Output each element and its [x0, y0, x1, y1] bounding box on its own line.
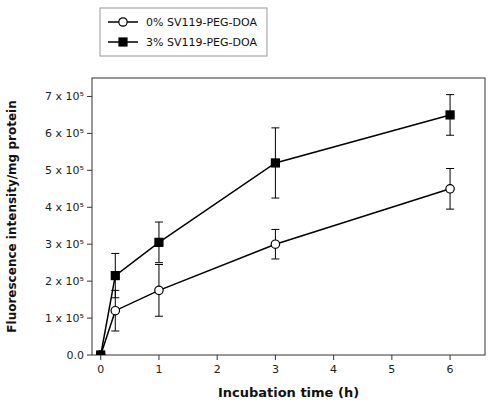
- error-bar: [111, 253, 119, 297]
- y-tick: [87, 244, 92, 245]
- error-cap: [155, 222, 163, 223]
- legend-label: 0% SV119-PEG-DOA: [146, 16, 257, 29]
- x-tick: [275, 355, 276, 360]
- point: [97, 351, 105, 355]
- x-tick: [450, 355, 451, 360]
- point: [446, 185, 454, 193]
- y-tick-label: 2 x 10⁵: [45, 275, 84, 288]
- y-tick-label: 6 x 10⁵: [45, 127, 84, 140]
- error-bar: [446, 95, 454, 136]
- x-axis-label: Incubation time (h): [218, 385, 359, 400]
- error-bar: [271, 229, 279, 259]
- x-tick-label: 6: [447, 363, 454, 376]
- y-tick-label: 3 x 10⁵: [45, 238, 84, 251]
- legend-marker: [119, 38, 127, 46]
- y-tick-label: 1 x 10⁵: [45, 312, 84, 325]
- legend-marker: [119, 18, 127, 26]
- x-tick: [158, 355, 159, 360]
- error-cap: [446, 209, 454, 210]
- x-tick-label: 2: [214, 363, 221, 376]
- error-bar: [155, 265, 163, 317]
- point: [271, 159, 279, 167]
- error-cap: [271, 258, 279, 259]
- error-bar: [271, 128, 279, 198]
- x-tick: [217, 355, 218, 360]
- error-bar: [155, 222, 163, 263]
- error-cap: [271, 229, 279, 230]
- y-tick: [87, 281, 92, 282]
- x-tick: [100, 355, 101, 360]
- y-tick: [87, 170, 92, 171]
- x-tick: [333, 355, 334, 360]
- y-tick-label: 5 x 10⁵: [45, 164, 84, 177]
- error-cap: [155, 262, 163, 263]
- error-cap: [271, 198, 279, 199]
- error-cap: [155, 264, 163, 265]
- point: [155, 238, 163, 246]
- y-tick-label: 0.0: [67, 349, 85, 362]
- y-tick-label: 4 x 10⁵: [45, 201, 84, 214]
- error-cap: [155, 316, 163, 317]
- legend: 0% SV119-PEG-DOA 3% SV119-PEG-DOA: [100, 8, 267, 56]
- y-tick: [87, 355, 92, 356]
- error-cap: [111, 253, 119, 254]
- point: [155, 286, 163, 294]
- point: [97, 351, 105, 355]
- series: [97, 95, 454, 355]
- y-tick: [87, 96, 92, 97]
- y-axis-label: Fluorescence intensity/mg protein: [5, 100, 19, 332]
- legend-box: [100, 8, 267, 56]
- y-tick-label: 7 x 10⁵: [45, 90, 84, 103]
- point: [111, 272, 119, 280]
- error-cap: [111, 330, 119, 331]
- error-cap: [111, 297, 119, 298]
- x-tick-label: 0: [97, 363, 104, 376]
- error-cap: [446, 94, 454, 95]
- error-cap: [446, 135, 454, 136]
- x-tick: [391, 355, 392, 360]
- point: [111, 306, 119, 314]
- legend-label: 3% SV119-PEG-DOA: [146, 36, 257, 49]
- point: [271, 240, 279, 248]
- series-line: [101, 115, 450, 355]
- error-cap: [446, 168, 454, 169]
- x-tick-label: 1: [155, 363, 162, 376]
- series-line: [101, 189, 450, 355]
- error-bar: [446, 168, 454, 209]
- y-tick: [87, 207, 92, 208]
- x-tick-label: 5: [388, 363, 395, 376]
- x-tick-label: 4: [330, 363, 337, 376]
- y-tick: [87, 133, 92, 134]
- plot-data: [97, 95, 455, 355]
- chart: 0.0 1 x 10⁵ 2 x 10⁵ 3 x 10⁵ 4 x 10⁵ 5 x 10⁵ 6 …: [0, 0, 500, 413]
- error-cap: [271, 127, 279, 128]
- point: [446, 111, 454, 119]
- x-tick-label: 3: [272, 363, 279, 376]
- y-tick: [87, 318, 92, 319]
- plot-frame: [92, 78, 485, 355]
